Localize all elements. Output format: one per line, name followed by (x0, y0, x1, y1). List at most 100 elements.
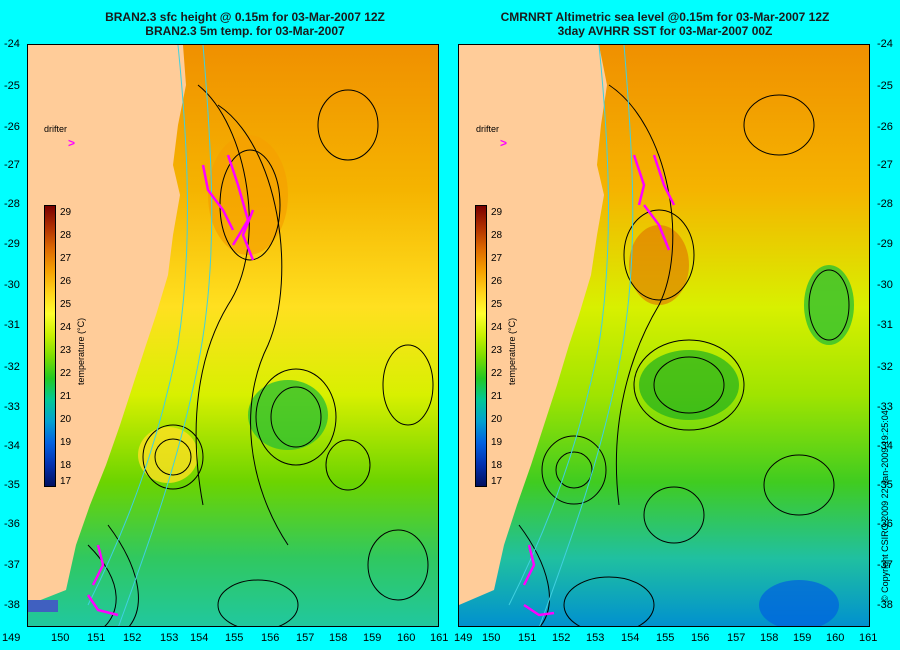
right-colorbar (475, 205, 487, 487)
left-cbar-tick: 25 (60, 299, 72, 310)
right-cold-patch (759, 580, 839, 626)
lat-label: -25 (877, 80, 893, 92)
right-cbar-tick: 23 (491, 345, 503, 356)
right-cool-eddy-east (804, 265, 854, 345)
left-cbar-tick: 29 (60, 207, 72, 218)
lat-label: -31 (4, 319, 20, 331)
lon-label: 156 (261, 632, 280, 644)
right-drifter-tracks (522, 154, 676, 617)
lat-label: -31 (877, 319, 893, 331)
lat-label: -25 (4, 80, 20, 92)
right-cbar-tick: 17 (491, 476, 503, 487)
right-cbar-tick: 26 (491, 276, 503, 287)
left-title-line2: BRAN2.3 5m temp. for 03-Mar-2007 (145, 24, 345, 38)
left-bass-strait (28, 600, 58, 612)
lat-label: -28 (4, 198, 20, 210)
right-map-canvas (459, 45, 869, 626)
right-title-line2: 3day AVHRR SST for 03-Mar-2007 00Z (557, 24, 773, 38)
lon-label: 158 (760, 632, 779, 644)
right-sst-map (458, 44, 870, 627)
right-drifter-label: drifter (476, 124, 500, 134)
lon-label: 154 (621, 632, 640, 644)
lat-label: -33 (4, 401, 20, 413)
right-map-title: CMRNRT Altimetric sea level @0.15m for 0… (500, 10, 830, 38)
lon-label: 156 (691, 632, 710, 644)
lon-label: 155 (656, 632, 675, 644)
right-cbar-tick: 27 (491, 253, 503, 264)
lon-label: 161 (859, 632, 878, 644)
lat-label: -26 (4, 121, 20, 133)
lat-label: -34 (4, 440, 20, 452)
lat-label: -27 (877, 159, 893, 171)
left-cbar-tick: 17 (60, 476, 72, 487)
left-cbar-tick: 20 (60, 414, 72, 425)
lon-label: 155 (225, 632, 244, 644)
lon-label: 151 (518, 632, 537, 644)
lon-label: 149 (2, 632, 21, 644)
left-sst-map (27, 44, 439, 627)
right-cbar-tick: 29 (491, 207, 503, 218)
lat-label: -37 (4, 559, 20, 571)
left-ssh-contours (87, 84, 434, 626)
lat-label: -24 (877, 38, 893, 50)
left-warm-eddy (138, 427, 198, 483)
lat-label: -28 (877, 198, 893, 210)
right-cbar-tick: 21 (491, 391, 503, 402)
left-colorbar-unit: temperature (°C) (76, 317, 86, 385)
lon-label: 160 (397, 632, 416, 644)
right-shelf-contour (508, 45, 609, 606)
right-land-australia (459, 45, 607, 605)
right-cbar-tick: 19 (491, 437, 503, 448)
lat-label: -32 (4, 361, 20, 373)
left-colorbar (44, 205, 56, 487)
lat-label: -32 (877, 361, 893, 373)
right-ssh-contours (518, 84, 850, 626)
lat-label: -26 (877, 121, 893, 133)
left-cbar-tick: 23 (60, 345, 72, 356)
lat-label: -36 (877, 518, 893, 530)
lat-label: -24 (4, 38, 20, 50)
copyright-notice: © Copyright CSIRO 2009 22-Jan-2009 19:25… (880, 410, 890, 602)
lat-label: -35 (877, 479, 893, 491)
lon-label: 153 (586, 632, 605, 644)
lat-label: -33 (877, 401, 893, 413)
lat-label: -29 (877, 238, 893, 250)
lat-label: -29 (4, 238, 20, 250)
lat-label: -38 (877, 599, 893, 611)
right-cbar-tick: 24 (491, 322, 503, 333)
lat-label: -27 (4, 159, 20, 171)
right-cool-eddy (639, 350, 739, 420)
left-cbar-tick: 27 (60, 253, 72, 264)
lat-label: -30 (4, 279, 20, 291)
right-colorbar-unit: temperature (°C) (507, 317, 517, 385)
right-cbar-tick: 22 (491, 368, 503, 379)
lat-label: -37 (877, 559, 893, 571)
left-cbar-tick: 19 (60, 437, 72, 448)
lat-label: -38 (4, 599, 20, 611)
left-cbar-tick: 22 (60, 368, 72, 379)
lon-label: 159 (363, 632, 382, 644)
lon-label: 153 (160, 632, 179, 644)
right-cbar-tick: 25 (491, 299, 503, 310)
left-slope-contour (118, 45, 213, 626)
right-cbar-tick: 20 (491, 414, 503, 425)
lat-label: -30 (877, 279, 893, 291)
lon-label: 157 (727, 632, 746, 644)
lon-label: 157 (296, 632, 315, 644)
left-cbar-tick: 28 (60, 230, 72, 241)
lon-label: 149 (454, 632, 473, 644)
left-cbar-tick: 21 (60, 391, 72, 402)
left-shelf-contour (87, 45, 188, 606)
left-drifter-arrow-icon: > (68, 136, 76, 150)
right-warm-core (629, 225, 689, 305)
lon-label: 161 (430, 632, 449, 644)
right-cbar-tick: 18 (491, 460, 503, 471)
left-map-title: BRAN2.3 sfc height @ 0.15m for 03-Mar-20… (80, 10, 410, 38)
left-cool-eddy (248, 380, 328, 450)
lat-label: -34 (877, 440, 893, 452)
left-cbar-tick: 18 (60, 460, 72, 471)
right-drifter-arrow-icon: > (500, 136, 508, 150)
right-title-line1: CMRNRT Altimetric sea level @0.15m for 0… (500, 10, 830, 24)
lon-label: 150 (51, 632, 70, 644)
lon-label: 152 (123, 632, 142, 644)
